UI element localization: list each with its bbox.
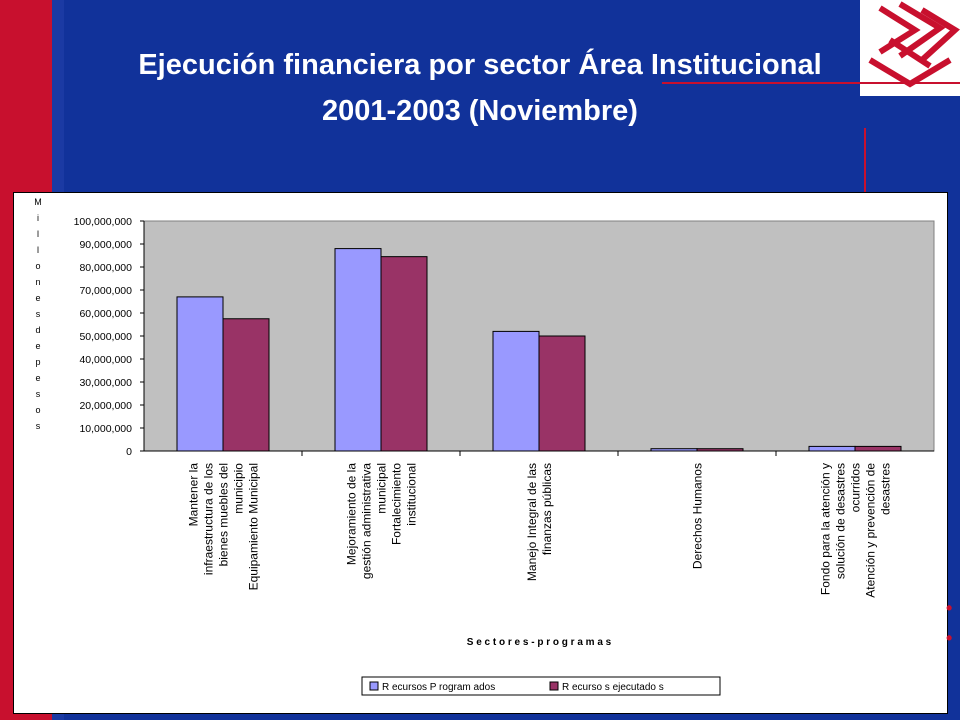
y-axis-title-letter: M xyxy=(34,197,42,207)
y-tick-label: 20,000,000 xyxy=(79,400,132,412)
category-label-line: finanzas públicas xyxy=(540,463,554,555)
bar-programados xyxy=(334,248,382,452)
edge-mark-2: • xyxy=(946,628,953,648)
category-label: Mejoramiento de la gestión administrativa… xyxy=(345,463,419,579)
y-axis-title-letter: o xyxy=(35,261,40,271)
bar-programados xyxy=(492,330,540,452)
category-label-line: Manejo Integral de las xyxy=(525,463,539,581)
category-label-line: municipal xyxy=(375,463,389,514)
y-tick-label: 10,000,000 xyxy=(79,423,132,435)
bar-ejecutados xyxy=(538,335,586,452)
category-label-line: gestión administrativa xyxy=(360,463,374,579)
category-label-line: Fortalecimiento xyxy=(390,463,404,545)
bar-ejecutados xyxy=(222,318,270,452)
category-label-line: municipio xyxy=(232,463,246,514)
y-axis-title-letter: i xyxy=(37,213,39,223)
category-label: Manejo Integral de las finanzas públicas xyxy=(525,463,554,581)
y-axis-title-letter: l xyxy=(37,245,39,255)
category-label-line: solución de desastres xyxy=(834,463,848,579)
y-axis-title-letter: n xyxy=(35,277,40,287)
y-axis-title-letter: d xyxy=(35,325,40,335)
category-label-line: Atención y prevención de xyxy=(864,463,878,598)
y-axis-title-letter: e xyxy=(35,341,40,351)
y-tick-label: 70,000,000 xyxy=(79,285,132,297)
y-axis-title-letter: s xyxy=(36,421,41,431)
bar-programados xyxy=(808,445,856,452)
category-label-line: Fondo para la atención y xyxy=(819,463,833,595)
y-tick-label: 60,000,000 xyxy=(79,308,132,320)
y-tick-label: 50,000,000 xyxy=(79,331,132,343)
chart-panel: 100,000,000 90,000,000 80,000,000 70,000,00… xyxy=(13,192,948,714)
category-label-line: Derechos Humanos xyxy=(691,463,705,569)
page-title: Ejecución financiera por sector Área Ins… xyxy=(40,42,920,134)
category-label-line: infraestructura de los xyxy=(202,463,216,575)
legend-swatch-ejecutados xyxy=(549,681,559,691)
bar-programados xyxy=(650,448,698,452)
category-label-line: Mejoramiento de la xyxy=(345,463,359,565)
category-label: Derechos Humanos xyxy=(691,463,705,569)
y-axis-title-letter: s xyxy=(36,389,41,399)
category-label-line: Equipamiento Municipal xyxy=(247,463,261,590)
legend-label-ejecutados: R ecurso s ejecutado s xyxy=(562,682,664,693)
bar-programados xyxy=(176,296,224,452)
y-axis-title-letter: l xyxy=(37,229,39,239)
category-label-line: ocurridos xyxy=(849,463,863,512)
y-axis-title-letter: s xyxy=(36,309,41,319)
category-label: Mantener la infraestructura de los bienes … xyxy=(187,463,261,591)
category-label-line: Mantener la xyxy=(187,463,201,527)
legend-swatch-programados xyxy=(369,681,379,691)
y-axis-title-letter: p xyxy=(35,357,40,367)
y-tick-label: 100,000,000 xyxy=(74,216,133,228)
bar-ejecutados xyxy=(854,445,902,452)
category-label: Fondo para la atención y solución de desa… xyxy=(819,463,893,598)
bar-chart: 100,000,000 90,000,000 80,000,000 70,000,00… xyxy=(34,197,935,696)
title-line-1: Ejecución financiera por sector Área Ins… xyxy=(138,49,822,81)
category-label-line: institucional xyxy=(405,463,419,526)
y-tick-label: 30,000,000 xyxy=(79,377,132,389)
bar-ejecutados xyxy=(380,256,428,452)
y-tick-label: 40,000,000 xyxy=(79,354,132,366)
y-tick-label: 90,000,000 xyxy=(79,239,132,251)
y-axis-title-letter: e xyxy=(35,293,40,303)
legend-box xyxy=(361,676,721,696)
y-tick-label: 80,000,000 xyxy=(79,262,132,274)
y-axis-title-letter: e xyxy=(35,373,40,383)
decorative-vertical-line xyxy=(864,128,866,198)
bar-ejecutados xyxy=(696,448,744,452)
category-label-line: desastres xyxy=(879,463,893,515)
title-line-2: 2001-2003 (Noviembre) xyxy=(322,95,638,127)
category-label-line: bienes muebles del xyxy=(217,463,231,566)
y-axis-title-letter: o xyxy=(35,405,40,415)
logo xyxy=(860,0,960,96)
legend-label-programados: R ecursos P rogram ados xyxy=(382,682,495,693)
y-tick-label: 0 xyxy=(126,446,132,458)
edge-mark-1: • xyxy=(946,598,953,618)
decorative-line xyxy=(662,82,960,84)
x-axis-title: S e c t o r e s - p r o g r a m a s xyxy=(467,637,612,648)
